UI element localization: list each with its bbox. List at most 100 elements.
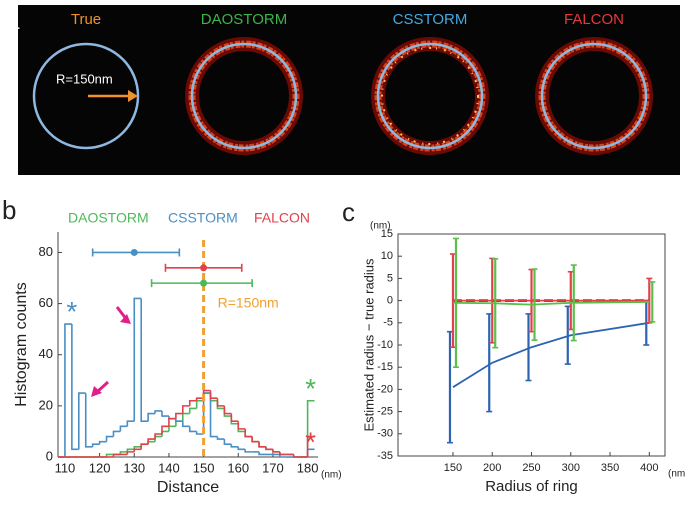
histogram-step bbox=[161, 425, 169, 434]
x-tick-label: 120 bbox=[89, 460, 111, 475]
y-tick-label: 20 bbox=[39, 397, 53, 412]
image-title: FALCON bbox=[564, 11, 624, 28]
x-tick-label: 130 bbox=[123, 460, 145, 475]
histogram-step bbox=[306, 435, 315, 457]
histogram-step bbox=[147, 438, 156, 445]
histogram-step bbox=[182, 405, 190, 414]
plot-frame bbox=[397, 233, 666, 457]
histogram-step bbox=[244, 449, 253, 453]
histogram-step bbox=[133, 297, 142, 422]
histogram-step bbox=[237, 421, 246, 430]
histogram-step bbox=[244, 428, 253, 438]
asterisk: * bbox=[305, 373, 316, 404]
y-tick-label: -20 bbox=[377, 383, 393, 395]
legend-entry: CSSTORM bbox=[168, 210, 238, 226]
y-tick-label: -35 bbox=[377, 450, 393, 462]
x-tick-label: 170 bbox=[262, 460, 284, 475]
histogram-step bbox=[223, 408, 232, 417]
histogram-step bbox=[78, 392, 86, 450]
histogram-step bbox=[251, 436, 260, 443]
x-tick-label: 180 bbox=[297, 460, 319, 475]
histogram-step bbox=[182, 412, 190, 422]
image-title: True bbox=[71, 11, 101, 28]
histogram-step bbox=[230, 416, 239, 425]
histogram-step bbox=[133, 445, 142, 450]
asterisk: * bbox=[305, 427, 316, 458]
histogram-step bbox=[71, 324, 79, 451]
histogram-step bbox=[105, 453, 114, 457]
x-axis-title: Distance bbox=[157, 479, 219, 496]
histogram-step bbox=[175, 418, 183, 423]
x-unit: (nm) bbox=[668, 469, 685, 480]
histogram-step bbox=[64, 323, 72, 457]
histogram-step bbox=[216, 400, 225, 410]
legend-entry: FALCON bbox=[254, 210, 310, 226]
y-tick-label: 60 bbox=[39, 295, 53, 310]
x-tick-label: 110 bbox=[55, 460, 76, 475]
y-tick-label: -30 bbox=[377, 428, 393, 440]
x-tick-label: 140 bbox=[158, 460, 180, 475]
histogram-step bbox=[112, 453, 121, 457]
histogram-step bbox=[279, 451, 287, 456]
histogram-step bbox=[154, 410, 162, 414]
histogram-step bbox=[91, 443, 100, 447]
radius-label: R=150nm bbox=[56, 71, 113, 86]
x-tick-label: 160 bbox=[227, 460, 249, 475]
panel-label: a bbox=[5, 5, 20, 35]
arrow-head bbox=[91, 386, 102, 397]
legend-entry: DAOSTORM bbox=[68, 210, 149, 226]
y-tick-label: 0 bbox=[46, 448, 53, 463]
histogram-step bbox=[105, 435, 114, 442]
image-title: DAOSTORM bbox=[201, 11, 287, 28]
histogram-step bbox=[237, 446, 246, 451]
y-unit: (nm) bbox=[370, 221, 391, 232]
histogram-step bbox=[209, 393, 218, 438]
ring-hot bbox=[381, 47, 479, 145]
x-tick-label: 400 bbox=[640, 462, 658, 474]
arrow-head bbox=[128, 90, 138, 102]
histogram-step bbox=[168, 417, 176, 427]
x-tick-label: 300 bbox=[562, 462, 580, 474]
histogram-step bbox=[161, 410, 169, 417]
true-circle bbox=[540, 42, 648, 150]
histogram-step bbox=[216, 398, 225, 407]
histogram-step bbox=[195, 431, 204, 435]
x-tick-label: 250 bbox=[522, 462, 540, 474]
histogram-step bbox=[168, 425, 176, 432]
histogram-step bbox=[147, 412, 156, 422]
y-tick-label: -25 bbox=[377, 406, 393, 418]
y-tick-label: 0 bbox=[387, 295, 393, 307]
histogram-step bbox=[119, 451, 128, 455]
histogram-step bbox=[119, 425, 128, 432]
histogram-step bbox=[209, 390, 218, 399]
histogram-step bbox=[188, 426, 197, 433]
histogram-step bbox=[223, 405, 232, 415]
y-tick-label: 5 bbox=[387, 272, 393, 284]
histogram-step bbox=[154, 433, 162, 440]
mean-dot bbox=[130, 248, 138, 256]
histogram-step bbox=[161, 430, 169, 437]
histogram-step bbox=[154, 435, 162, 442]
histogram-step bbox=[237, 423, 246, 433]
histogram-step bbox=[258, 451, 266, 456]
mean-dot bbox=[200, 279, 208, 287]
asterisk: * bbox=[66, 296, 77, 327]
histogram-step bbox=[230, 444, 239, 448]
panel-label: b bbox=[2, 195, 16, 225]
y-axis-title: Estimated radius − true radius bbox=[361, 258, 376, 432]
histogram-step bbox=[209, 393, 218, 402]
histogram-step bbox=[133, 448, 142, 452]
panel-label: c bbox=[342, 197, 355, 227]
true-circle bbox=[190, 42, 298, 150]
y-tick-label: -10 bbox=[377, 339, 393, 351]
x-axis-title: Radius of ring bbox=[485, 478, 578, 495]
histogram-step bbox=[84, 393, 93, 448]
histogram-step bbox=[147, 440, 156, 445]
reference-label: R=150nm bbox=[218, 294, 279, 310]
histogram-step bbox=[175, 412, 183, 419]
histogram-step bbox=[279, 454, 287, 458]
y-tick-label: 80 bbox=[39, 244, 53, 259]
y-tick-label: 40 bbox=[39, 346, 53, 361]
histogram-step bbox=[188, 407, 197, 414]
histogram-step bbox=[112, 430, 121, 437]
